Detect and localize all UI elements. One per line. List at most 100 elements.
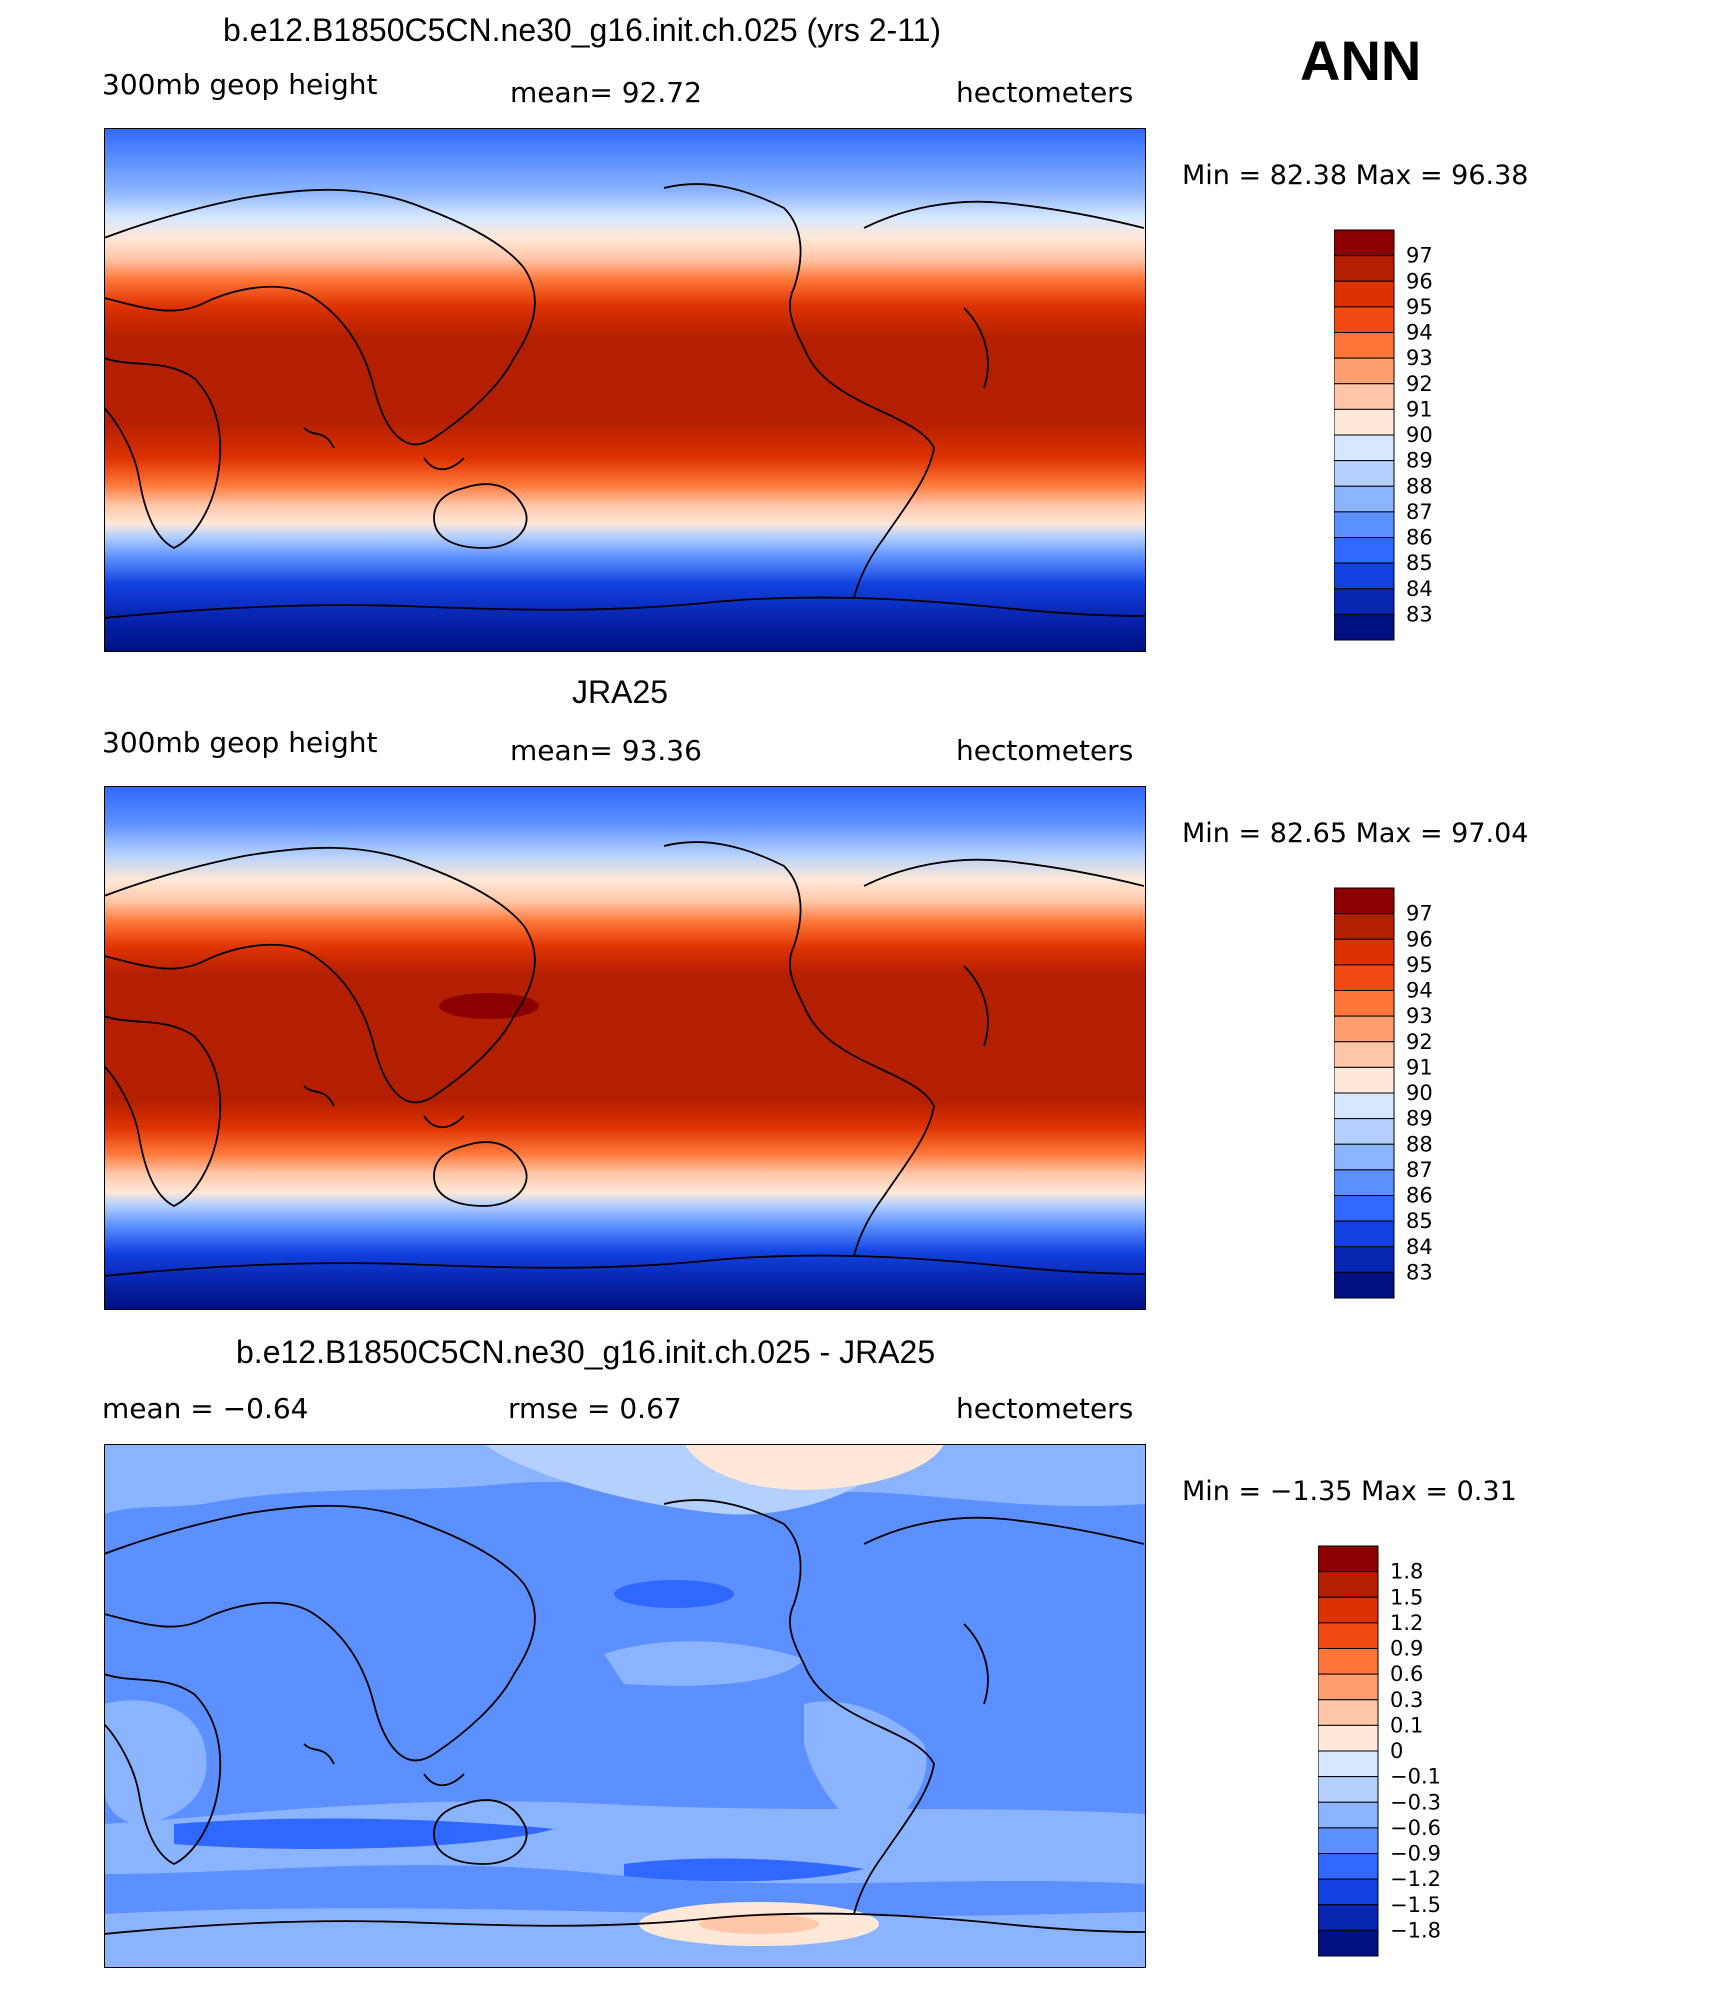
colorbar-box	[1334, 537, 1395, 564]
colorbar-tick-label: 87	[1406, 1158, 1433, 1182]
colorbar-tick-label: −1.8	[1390, 1918, 1441, 1942]
colorbar-box	[1334, 1066, 1395, 1094]
colorbar-tick-label: 93	[1406, 1004, 1433, 1028]
panel-2-map	[104, 786, 1146, 1310]
colorbar-box	[1334, 938, 1395, 966]
colorbar-box	[1318, 1776, 1379, 1803]
colorbar-tick-label: 85	[1406, 551, 1433, 575]
colorbar-box	[1318, 1878, 1379, 1906]
colorbar-box	[1334, 229, 1395, 257]
colorbar-box	[1318, 1545, 1379, 1573]
panel-2-coastlines	[104, 841, 1146, 1277]
panel-1-map	[104, 128, 1146, 652]
colorbar-tick-label: 0.6	[1390, 1662, 1423, 1686]
panel-3-colorbar: 1.81.51.20.90.60.30.10−0.1−0.3−0.6−0.9−1…	[1318, 1545, 1441, 1957]
colorbar-tick-label: 83	[1406, 1260, 1433, 1284]
colorbar-box	[1318, 1929, 1379, 1957]
colorbar-tick-label: 95	[1406, 295, 1433, 319]
colorbar-box	[1334, 964, 1395, 991]
panel-1-left-label: 300mb geop height	[102, 68, 378, 101]
colorbar-tick-label: 88	[1406, 1132, 1433, 1156]
colorbar-tick-label: −0.3	[1390, 1790, 1441, 1814]
colorbar-box	[1334, 255, 1395, 282]
colorbar-box	[1318, 1673, 1379, 1701]
colorbar-tick-label: 97	[1406, 244, 1433, 268]
colorbar-box	[1334, 280, 1395, 308]
panel-1-coastlines	[104, 183, 1146, 619]
colorbar-tick-label: 84	[1406, 1235, 1433, 1259]
colorbar-tick-label: −0.9	[1390, 1842, 1441, 1866]
colorbar-tick-label: 94	[1406, 979, 1433, 1003]
colorbar-box	[1334, 990, 1395, 1017]
colorbar-box	[1334, 1118, 1395, 1145]
colorbar-box	[1334, 1195, 1395, 1222]
colorbar-tick-label: 94	[1406, 321, 1433, 345]
colorbar-box	[1334, 887, 1395, 915]
colorbar-box	[1334, 1092, 1395, 1120]
colorbar-box	[1334, 588, 1395, 615]
panel-1-center-label: mean= 92.72	[510, 76, 702, 109]
panel-3-minmax: Min = −1.35 Max = 0.31	[1182, 1476, 1517, 1507]
colorbar-box	[1318, 1648, 1379, 1675]
colorbar-tick-label: 1.5	[1390, 1585, 1423, 1609]
colorbar-tick-label: 1.8	[1390, 1560, 1423, 1584]
panel-2-left-label: 300mb geop height	[102, 726, 378, 759]
colorbar-tick-label: 96	[1406, 269, 1433, 293]
colorbar-box	[1334, 562, 1395, 590]
colorbar-box	[1334, 613, 1395, 641]
colorbar-tick-label: 92	[1406, 372, 1433, 396]
colorbar-tick-label: 0.9	[1390, 1637, 1423, 1661]
panel-1-title: b.e12.B1850C5CN.ne30_g16.init.ch.025 (yr…	[223, 12, 942, 48]
colorbar-box	[1334, 408, 1395, 436]
colorbar-box	[1318, 1801, 1379, 1829]
colorbar-box	[1334, 460, 1395, 487]
panel-2-title: JRA25	[572, 674, 669, 710]
panel-3-left-label: mean = −0.64	[102, 1392, 309, 1425]
colorbar-box	[1334, 1220, 1395, 1248]
colorbar-tick-label: 0.3	[1390, 1688, 1423, 1712]
colorbar-box	[1334, 332, 1395, 359]
colorbar-tick-label: 89	[1406, 1107, 1433, 1131]
colorbar-box	[1334, 1041, 1395, 1068]
panel-2-minmax: Min = 82.65 Max = 97.04	[1182, 818, 1529, 849]
colorbar-box	[1318, 1622, 1379, 1649]
colorbar-box	[1318, 1904, 1379, 1931]
colorbar-tick-label: 86	[1406, 526, 1433, 550]
colorbar-tick-label: 95	[1406, 953, 1433, 977]
colorbar-tick-label: 87	[1406, 500, 1433, 524]
colorbar-box	[1318, 1724, 1379, 1752]
colorbar-box	[1318, 1750, 1379, 1778]
colorbar-box	[1318, 1827, 1379, 1854]
colorbar-tick-label: 83	[1406, 602, 1433, 626]
panel-3-units: hectometers	[956, 1392, 1134, 1425]
colorbar-tick-label: 0.1	[1390, 1713, 1423, 1737]
colorbar-tick-label: 88	[1406, 474, 1433, 498]
colorbar-tick-label: 90	[1406, 423, 1433, 447]
colorbar-tick-label: 0	[1390, 1739, 1403, 1763]
panel-3-title: b.e12.B1850C5CN.ne30_g16.init.ch.025 - J…	[236, 1334, 936, 1370]
colorbar-tick-label: 92	[1406, 1030, 1433, 1054]
colorbar-box	[1334, 1246, 1395, 1273]
colorbar-tick-label: 89	[1406, 449, 1433, 473]
colorbar-tick-label: 90	[1406, 1081, 1433, 1105]
panel-1-units: hectometers	[956, 76, 1134, 109]
colorbar-tick-label: −0.1	[1390, 1765, 1441, 1789]
colorbar-box	[1318, 1596, 1379, 1624]
season-label: ANN	[1300, 29, 1422, 92]
colorbar-tick-label: −0.6	[1390, 1816, 1441, 1840]
colorbar-tick-label: −1.2	[1390, 1867, 1441, 1891]
colorbar-tick-label: 91	[1406, 1055, 1433, 1079]
colorbar-box	[1334, 1271, 1395, 1299]
colorbar-tick-label: 93	[1406, 346, 1433, 370]
panel-3-coastlines	[104, 1499, 1146, 1935]
colorbar-tick-label: 91	[1406, 397, 1433, 421]
colorbar-box	[1334, 511, 1395, 538]
colorbar-tick-label: −1.5	[1390, 1893, 1441, 1917]
panel-2-center-label: mean= 93.36	[510, 734, 702, 767]
colorbar-box	[1334, 485, 1395, 513]
colorbar-box	[1334, 1169, 1395, 1196]
colorbar-box	[1334, 383, 1395, 410]
colorbar-box	[1318, 1853, 1379, 1880]
colorbar-box	[1334, 1015, 1395, 1043]
